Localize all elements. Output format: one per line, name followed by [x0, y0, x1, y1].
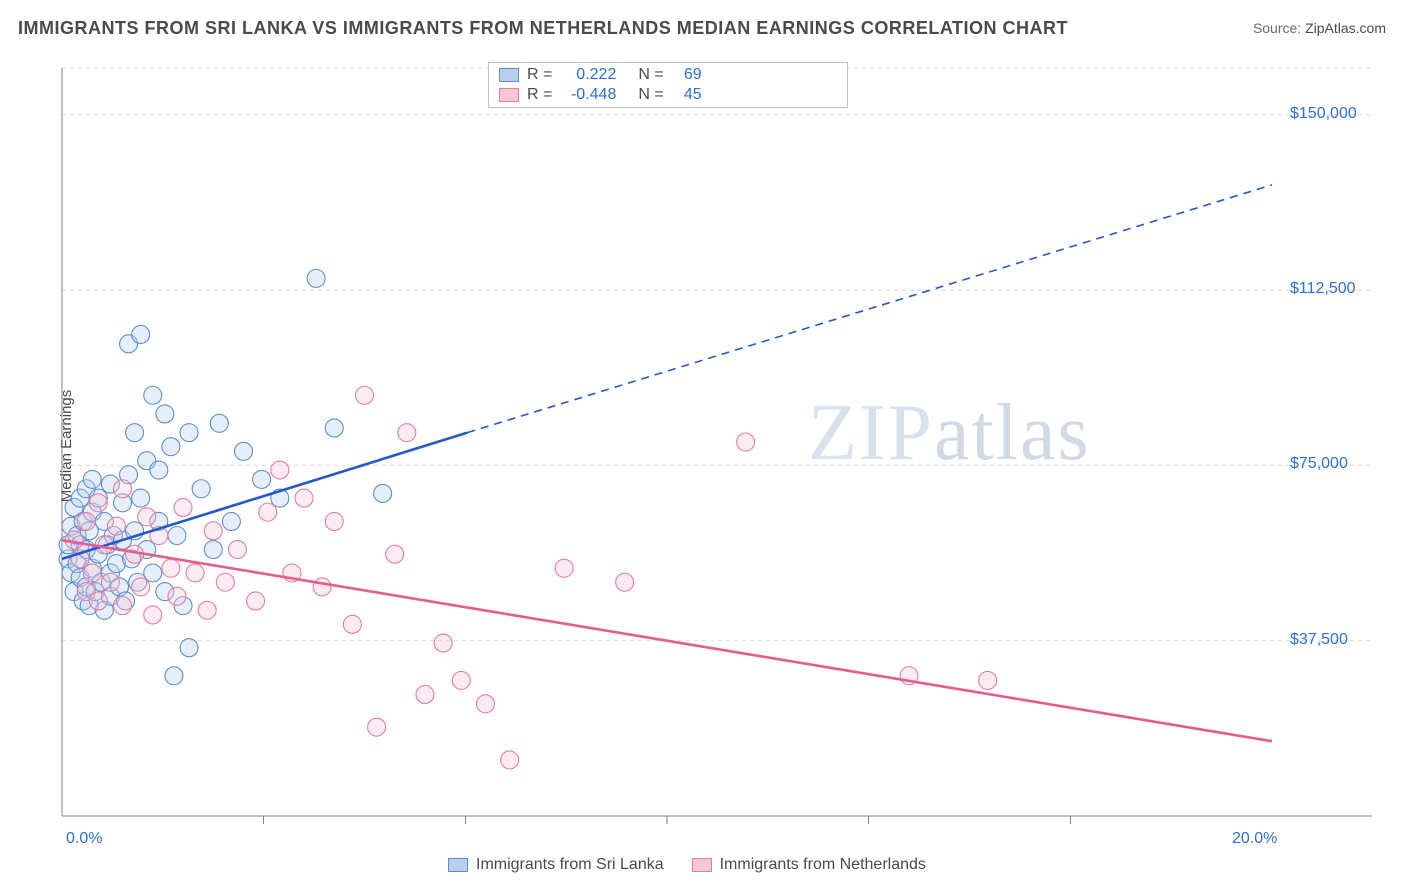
y-tick-label: $75,000: [1290, 455, 1348, 473]
chart-plot-area: ZIPatlas R =0.222N =69R =-0.448N =45 Imm…: [48, 58, 1388, 848]
n-label: N =: [638, 86, 663, 104]
y-tick-label: $37,500: [1290, 631, 1348, 649]
y-tick-label: $150,000: [1290, 105, 1357, 123]
correlation-legend: R = 0.222 N = 69 R = -0.448 N = 45: [488, 62, 848, 108]
series-legend-item: Immigrants from Netherlands: [692, 856, 926, 874]
r-value: 0.222: [560, 66, 616, 84]
r-value: -0.448: [560, 86, 616, 104]
series-legend-item: Immigrants from Sri Lanka: [448, 856, 664, 874]
source-site: ZipAtlas.com: [1305, 20, 1386, 36]
correlation-legend-row: R = -0.448 N = 45: [489, 85, 847, 105]
source-attribution: Source: ZipAtlas.com: [1253, 20, 1386, 36]
correlation-legend-row: R = 0.222 N = 69: [489, 65, 847, 85]
legend-swatch: [499, 88, 519, 102]
series-legend: Immigrants from Sri Lanka Immigrants from…: [448, 856, 926, 874]
source-prefix: Source:: [1253, 20, 1305, 36]
n-value: 45: [672, 86, 702, 104]
r-label: R =: [527, 66, 552, 84]
x-tick-label: 0.0%: [66, 830, 102, 848]
n-label: N =: [638, 66, 663, 84]
r-label: R =: [527, 86, 552, 104]
legend-swatch: [692, 858, 712, 872]
legend-swatch: [448, 858, 468, 872]
series-legend-label: Immigrants from Netherlands: [720, 856, 926, 874]
chart-svg: [48, 58, 1388, 848]
legend-swatch: [499, 68, 519, 82]
chart-title: IMMIGRANTS FROM SRI LANKA VS IMMIGRANTS …: [18, 18, 1068, 39]
y-tick-label: $112,500: [1290, 280, 1356, 298]
x-tick-label: 20.0%: [1232, 830, 1277, 848]
series-legend-label: Immigrants from Sri Lanka: [476, 856, 664, 874]
n-value: 69: [672, 66, 702, 84]
